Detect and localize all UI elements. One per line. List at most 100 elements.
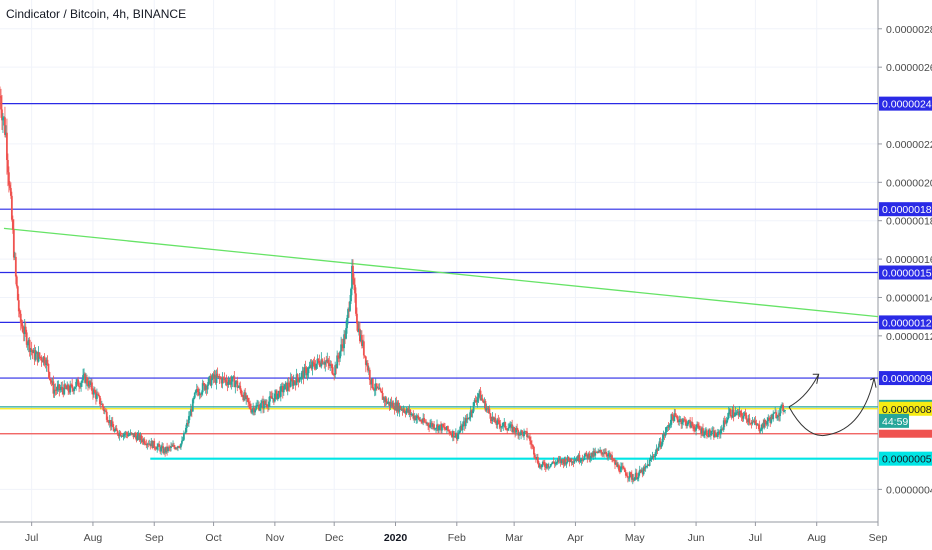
candle-body (576, 458, 579, 461)
candle-body (253, 407, 256, 413)
y-tick-label: 0.00000260 (886, 62, 932, 74)
candle-body (619, 470, 621, 473)
candle-body (128, 434, 131, 436)
candle-body (85, 377, 87, 383)
candle-body (309, 364, 312, 367)
x-tick-label: Sep (145, 532, 164, 544)
candle-body (367, 369, 370, 371)
candle-body (237, 387, 240, 388)
candle-body (602, 453, 605, 455)
candle-body (570, 458, 573, 463)
candle-body (654, 452, 657, 457)
candle-body (359, 328, 361, 342)
x-tick-label: Jul (25, 532, 38, 544)
candle-body (526, 431, 528, 437)
candle-body (705, 430, 707, 432)
candle-body (603, 453, 606, 455)
candle-body (508, 427, 511, 429)
candle-body (378, 388, 381, 390)
candle-body (104, 410, 107, 412)
candle-body (424, 421, 427, 423)
x-tick-label: Aug (84, 532, 103, 544)
candle-body (57, 384, 60, 387)
candle-body (553, 462, 556, 465)
candle-body (763, 419, 766, 428)
candle-body (512, 427, 515, 432)
candle-body (120, 435, 123, 437)
candle-body (505, 428, 508, 430)
candle-body (532, 445, 534, 447)
candle-body (6, 132, 8, 160)
candle-body (363, 355, 366, 357)
candle-body (79, 386, 81, 388)
candle-body (613, 459, 615, 461)
candle-body (317, 358, 320, 361)
candle-body (107, 421, 110, 424)
candle-body (743, 412, 746, 416)
level-tag-label: 0.00000241 (882, 99, 932, 111)
candle-body (89, 381, 91, 385)
candle-body (527, 436, 529, 438)
candle-body (669, 424, 672, 426)
candle-body (11, 219, 14, 230)
candle-body (35, 351, 38, 354)
candle-body (5, 132, 7, 135)
candle-body (251, 409, 254, 413)
level-tag-label: 0.00000098 (882, 373, 932, 385)
candle-body (458, 430, 461, 433)
candle-body (31, 350, 34, 354)
candle-body (135, 436, 138, 441)
candle-body (211, 374, 214, 379)
candle-body (664, 431, 667, 436)
y-tick-label: 0.00000180 (886, 216, 932, 228)
candle-body (521, 430, 523, 432)
candle-body (379, 388, 382, 392)
candle-body (443, 426, 445, 428)
candle-body (396, 402, 399, 411)
candle-body (282, 389, 285, 393)
candle-body (629, 472, 632, 475)
candle-body (748, 418, 751, 423)
candle-body (40, 357, 43, 361)
candle-body (496, 419, 499, 425)
candle-body (217, 376, 220, 377)
candle-body (685, 420, 688, 426)
candle-body (719, 429, 722, 435)
candle-body (110, 421, 113, 427)
candle-body (258, 405, 260, 411)
candle-body (227, 381, 230, 385)
candle-body (307, 368, 310, 374)
candle-body (475, 401, 478, 403)
candle-body (230, 381, 233, 385)
candle-body (47, 363, 50, 373)
candle-body (411, 413, 414, 415)
candle-body (438, 426, 440, 431)
candle-body (760, 429, 763, 431)
candle-body (210, 378, 213, 386)
candle-body (241, 394, 244, 397)
candle-body (158, 444, 161, 447)
candle-body (323, 363, 326, 365)
candle-body (407, 408, 410, 413)
candle-body (545, 464, 548, 469)
candle-body (622, 468, 625, 469)
candle-body (725, 420, 728, 424)
y-tick-label: 0.00000120 (886, 331, 932, 343)
candle-body (245, 395, 248, 399)
candle-body (548, 466, 551, 468)
candle-body (624, 472, 627, 476)
candle-body (111, 421, 114, 428)
candle-body (533, 446, 535, 455)
candle-body (414, 415, 417, 421)
candle-body (604, 451, 607, 454)
candle-body (419, 419, 422, 421)
candle-body (274, 390, 277, 394)
candle-body (681, 422, 684, 425)
candle-body (706, 430, 708, 436)
candle-body (554, 462, 557, 465)
candle-body (406, 408, 409, 411)
candle-body (421, 421, 424, 423)
candle-body (189, 409, 192, 416)
candle-body (337, 355, 340, 358)
